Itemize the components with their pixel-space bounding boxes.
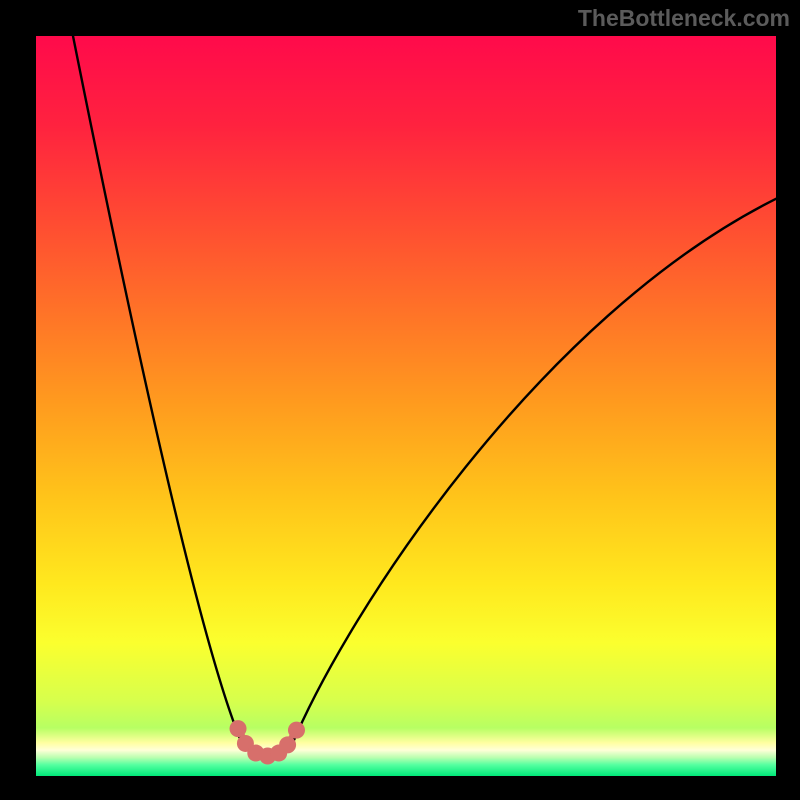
valley-node bbox=[279, 736, 296, 753]
chart-stage: TheBottleneck.com bbox=[0, 0, 800, 800]
gradient-background bbox=[36, 36, 776, 776]
watermark-text: TheBottleneck.com bbox=[578, 5, 790, 32]
valley-node bbox=[288, 722, 305, 739]
bottleneck-chart bbox=[36, 36, 776, 776]
valley-node bbox=[230, 720, 247, 737]
